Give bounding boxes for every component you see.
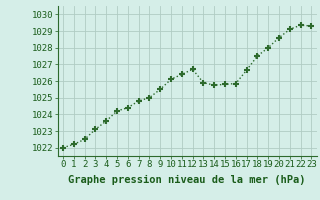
X-axis label: Graphe pression niveau de la mer (hPa): Graphe pression niveau de la mer (hPa) — [68, 175, 306, 185]
